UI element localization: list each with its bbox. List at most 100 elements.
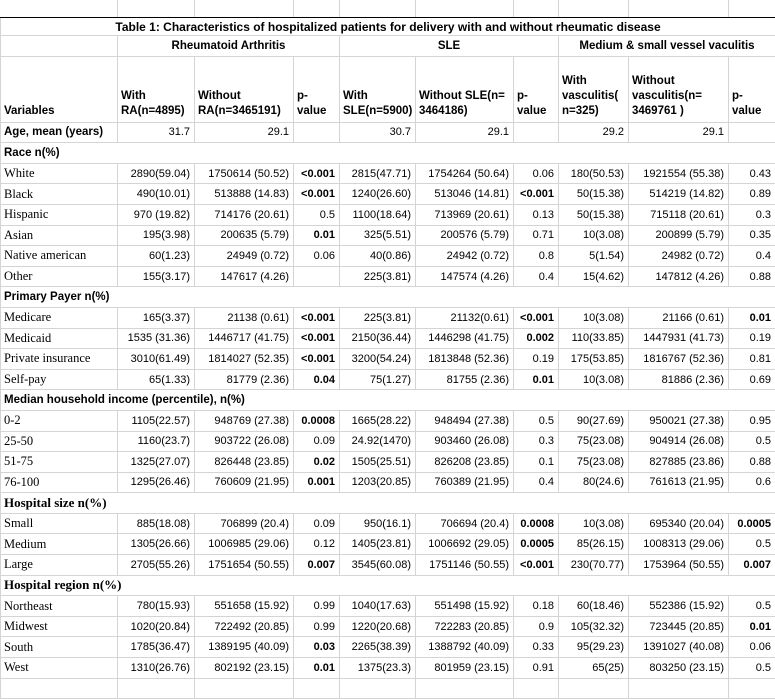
empty-cell[interactable] — [294, 678, 340, 698]
p-value-cell[interactable]: <0.001 — [294, 307, 340, 328]
data-cell[interactable]: 200899 (5.79) — [629, 225, 729, 246]
p-value-cell[interactable]: 0.09 — [294, 431, 340, 452]
p-value-cell[interactable]: 0.0005 — [514, 534, 559, 555]
data-cell[interactable]: 31.7 — [118, 122, 195, 143]
empty-cell[interactable] — [118, 1, 195, 18]
data-cell[interactable]: 60(1.23) — [118, 246, 195, 267]
data-cell[interactable]: 802192 (23.15) — [195, 658, 294, 679]
data-cell[interactable]: 1220(20.68) — [340, 616, 416, 637]
p-value-cell[interactable]: 0.01 — [514, 369, 559, 390]
data-cell[interactable]: 551498 (15.92) — [416, 596, 514, 617]
data-cell[interactable]: 147812 (4.26) — [629, 266, 729, 287]
data-cell[interactable]: 1389195 (40.09) — [195, 637, 294, 658]
data-cell[interactable]: 1160(23.7) — [118, 431, 195, 452]
p-value-cell[interactable]: 0.71 — [514, 225, 559, 246]
data-cell[interactable]: 29.1 — [195, 122, 294, 143]
p-value-cell[interactable]: 0.5 — [729, 658, 775, 679]
p-value-cell[interactable]: 0.18 — [514, 596, 559, 617]
empty-cell[interactable] — [514, 678, 559, 698]
p-value-cell[interactable]: 0.0008 — [514, 513, 559, 534]
p-value-cell[interactable]: 0.69 — [729, 369, 775, 390]
data-cell[interactable]: 21138 (0.61) — [195, 307, 294, 328]
data-cell[interactable]: 230(70.77) — [559, 555, 629, 576]
data-cell[interactable]: 75(23.08) — [559, 452, 629, 473]
data-cell[interactable]: 950021 (27.38) — [629, 410, 729, 431]
data-cell[interactable]: 1020(20.84) — [118, 616, 195, 637]
data-cell[interactable]: 180(50.53) — [559, 163, 629, 184]
p-value-cell[interactable]: 0.1 — [514, 452, 559, 473]
data-cell[interactable]: 10(3.08) — [559, 307, 629, 328]
data-cell[interactable]: 21166 (0.61) — [629, 307, 729, 328]
empty-cell[interactable] — [195, 678, 294, 698]
data-cell[interactable]: 948769 (27.38) — [195, 410, 294, 431]
p-value-cell[interactable]: 0.5 — [514, 410, 559, 431]
empty-cell[interactable] — [559, 678, 629, 698]
p-value-cell[interactable]: 0.35 — [729, 225, 775, 246]
data-cell[interactable]: 195(3.98) — [118, 225, 195, 246]
p-value-cell[interactable]: 0.04 — [294, 369, 340, 390]
data-cell[interactable]: 803250 (23.15) — [629, 658, 729, 679]
p-value-cell[interactable]: 0.19 — [514, 349, 559, 370]
data-cell[interactable]: 200635 (5.79) — [195, 225, 294, 246]
data-cell[interactable]: 885(18.08) — [118, 513, 195, 534]
data-cell[interactable]: 760609 (21.95) — [195, 472, 294, 493]
p-value-cell[interactable]: 0.01 — [729, 307, 775, 328]
data-cell[interactable]: 2705(55.26) — [118, 555, 195, 576]
data-cell[interactable]: 1405(23.81) — [340, 534, 416, 555]
empty-cell[interactable] — [1, 1, 118, 18]
data-cell[interactable]: 80(24.6) — [559, 472, 629, 493]
p-value-cell[interactable]: <0.001 — [514, 184, 559, 205]
data-cell[interactable]: 551658 (15.92) — [195, 596, 294, 617]
p-value-cell[interactable]: 0.95 — [729, 410, 775, 431]
data-cell[interactable]: 948494 (27.38) — [416, 410, 514, 431]
data-cell[interactable]: 225(3.81) — [340, 266, 416, 287]
p-value-cell[interactable]: 0.007 — [729, 555, 775, 576]
p-value-cell[interactable]: 0.09 — [294, 513, 340, 534]
data-cell[interactable]: 723445 (20.85) — [629, 616, 729, 637]
p-value-cell[interactable]: 0.3 — [729, 204, 775, 225]
p-value-cell[interactable]: 0.06 — [729, 637, 775, 658]
data-cell[interactable]: 490(10.01) — [118, 184, 195, 205]
p-value-cell[interactable]: 0.06 — [294, 246, 340, 267]
p-value-cell[interactable]: 0.89 — [729, 184, 775, 205]
p-value-cell[interactable]: 0.99 — [294, 596, 340, 617]
empty-cell[interactable] — [416, 1, 514, 18]
p-value-cell[interactable]: 0.01 — [729, 616, 775, 637]
data-cell[interactable]: 3200(54.24) — [340, 349, 416, 370]
p-value-cell[interactable]: 0.4 — [514, 266, 559, 287]
data-cell[interactable]: 1388792 (40.09) — [416, 637, 514, 658]
p-value-cell[interactable]: 0.99 — [294, 616, 340, 637]
data-cell[interactable]: 1921554 (55.38) — [629, 163, 729, 184]
data-cell[interactable]: 514219 (14.82) — [629, 184, 729, 205]
data-cell[interactable]: 325(5.51) — [340, 225, 416, 246]
data-cell[interactable]: 75(23.08) — [559, 431, 629, 452]
data-cell[interactable]: 706899 (20.4) — [195, 513, 294, 534]
p-value-cell[interactable]: 0.6 — [729, 472, 775, 493]
data-cell[interactable]: 714176 (20.61) — [195, 204, 294, 225]
data-cell[interactable]: 175(53.85) — [559, 349, 629, 370]
data-cell[interactable]: 29.2 — [559, 122, 629, 143]
p-value-cell[interactable]: <0.001 — [294, 163, 340, 184]
p-value-cell[interactable]: 0.001 — [294, 472, 340, 493]
data-cell[interactable]: 1375(23.3) — [340, 658, 416, 679]
empty-cell[interactable] — [294, 1, 340, 18]
data-cell[interactable]: 90(27.69) — [559, 410, 629, 431]
data-cell[interactable]: 1040(17.63) — [340, 596, 416, 617]
p-value-cell[interactable]: 0.4 — [514, 472, 559, 493]
data-cell[interactable]: 695340 (20.04) — [629, 513, 729, 534]
data-cell[interactable]: 21132(0.61) — [416, 307, 514, 328]
data-cell[interactable]: 110(33.85) — [559, 328, 629, 349]
data-cell[interactable]: 1665(28.22) — [340, 410, 416, 431]
data-cell[interactable]: 65(1.33) — [118, 369, 195, 390]
data-cell[interactable]: 50(15.38) — [559, 204, 629, 225]
p-value-cell[interactable]: 0.91 — [514, 658, 559, 679]
data-cell[interactable]: 15(4.62) — [559, 266, 629, 287]
data-cell[interactable]: 2265(38.39) — [340, 637, 416, 658]
data-cell[interactable]: 147574 (4.26) — [416, 266, 514, 287]
p-value-cell[interactable]: 0.002 — [514, 328, 559, 349]
data-cell[interactable]: 1325(27.07) — [118, 452, 195, 473]
empty-cell[interactable] — [416, 678, 514, 698]
p-value-cell[interactable]: 0.88 — [729, 266, 775, 287]
data-cell[interactable]: 715118 (20.61) — [629, 204, 729, 225]
data-cell[interactable]: 30.7 — [340, 122, 416, 143]
